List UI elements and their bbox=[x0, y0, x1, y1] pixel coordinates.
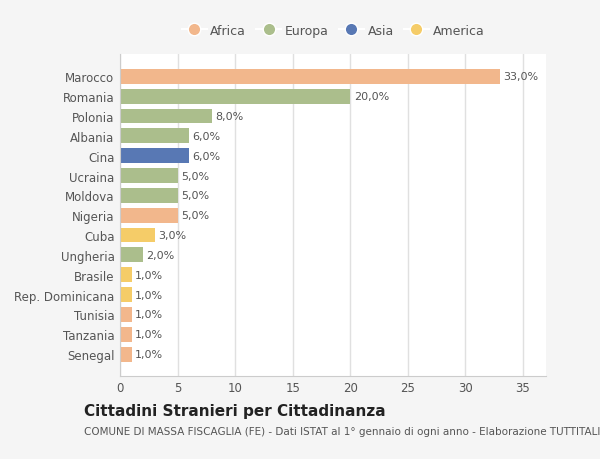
Text: 5,0%: 5,0% bbox=[181, 171, 209, 181]
Bar bbox=[120, 208, 178, 223]
Bar bbox=[120, 149, 189, 164]
Bar bbox=[120, 90, 350, 104]
Bar bbox=[120, 129, 189, 144]
Legend: Africa, Europa, Asia, America: Africa, Europa, Asia, America bbox=[176, 20, 490, 43]
Text: 6,0%: 6,0% bbox=[193, 151, 221, 161]
Text: 3,0%: 3,0% bbox=[158, 230, 186, 241]
Text: 1,0%: 1,0% bbox=[135, 330, 163, 340]
Text: 1,0%: 1,0% bbox=[135, 310, 163, 320]
Text: 6,0%: 6,0% bbox=[193, 132, 221, 141]
Bar bbox=[120, 327, 131, 342]
Bar bbox=[120, 189, 178, 203]
Text: 1,0%: 1,0% bbox=[135, 270, 163, 280]
Text: 5,0%: 5,0% bbox=[181, 191, 209, 201]
Bar bbox=[120, 347, 131, 362]
Text: Cittadini Stranieri per Cittadinanza: Cittadini Stranieri per Cittadinanza bbox=[84, 403, 386, 419]
Text: 33,0%: 33,0% bbox=[503, 72, 539, 82]
Bar bbox=[120, 70, 500, 84]
Text: 1,0%: 1,0% bbox=[135, 349, 163, 359]
Bar bbox=[120, 109, 212, 124]
Bar bbox=[120, 169, 178, 184]
Bar bbox=[120, 268, 131, 283]
Text: 8,0%: 8,0% bbox=[215, 112, 244, 122]
Text: 5,0%: 5,0% bbox=[181, 211, 209, 221]
Text: 1,0%: 1,0% bbox=[135, 290, 163, 300]
Text: 2,0%: 2,0% bbox=[146, 250, 175, 260]
Bar bbox=[120, 248, 143, 263]
Bar bbox=[120, 228, 155, 243]
Bar bbox=[120, 308, 131, 322]
Text: COMUNE DI MASSA FISCAGLIA (FE) - Dati ISTAT al 1° gennaio di ogni anno - Elabora: COMUNE DI MASSA FISCAGLIA (FE) - Dati IS… bbox=[84, 426, 600, 436]
Text: 20,0%: 20,0% bbox=[354, 92, 389, 102]
Bar bbox=[120, 287, 131, 302]
